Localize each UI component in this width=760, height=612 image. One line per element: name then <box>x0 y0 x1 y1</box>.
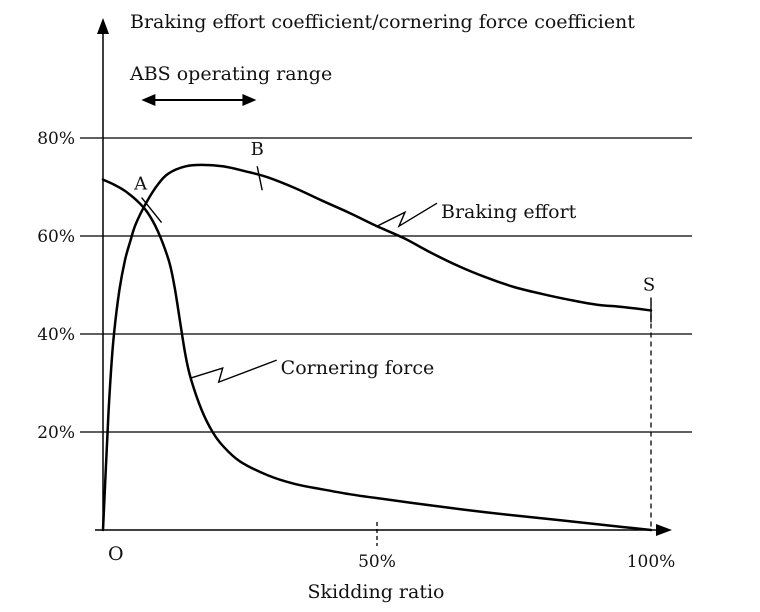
series-layer <box>101 163 653 532</box>
x-tick-label-100: 100% <box>627 552 676 572</box>
axes-layer <box>95 18 672 536</box>
abs-range-arrowhead-right <box>242 94 257 106</box>
annotation-layer: A B S Braking effort Cornering force <box>133 94 655 528</box>
y-axis-title: Braking effort coefficient/cornering for… <box>130 11 635 33</box>
x-axis-arrowhead <box>656 524 672 536</box>
y-tick-label-60: 60% <box>37 227 75 247</box>
point-label-s: S <box>643 274 655 295</box>
origin-label: O <box>108 543 124 565</box>
series-label-braking-effort: Braking effort <box>441 201 577 223</box>
y-tick-label-80: 80% <box>37 129 75 149</box>
ticks-layer: 80% 60% 40% 20% 50% 100% <box>37 129 675 572</box>
callout-leader-cornering-force <box>190 359 277 384</box>
x-tick-label-50: 50% <box>358 552 396 572</box>
series-line-braking-effort <box>101 163 653 532</box>
abs-range-label: ABS operating range <box>129 63 332 85</box>
grid-layer <box>80 137 692 433</box>
y-tick-label-40: 40% <box>37 325 75 345</box>
callout-leader-braking-effort <box>376 202 438 228</box>
point-marker-b <box>256 166 263 191</box>
point-label-b: B <box>251 139 264 160</box>
y-tick-label-20: 20% <box>37 423 75 443</box>
x-axis-title: Skidding ratio <box>307 581 444 603</box>
series-label-cornering-force: Cornering force <box>281 357 435 379</box>
y-axis-arrowhead <box>97 18 109 34</box>
abs-range-arrowhead-left <box>141 94 156 106</box>
point-label-a: A <box>133 174 148 195</box>
point-marker-a <box>141 197 163 223</box>
series-line-cornering-force <box>101 178 653 532</box>
